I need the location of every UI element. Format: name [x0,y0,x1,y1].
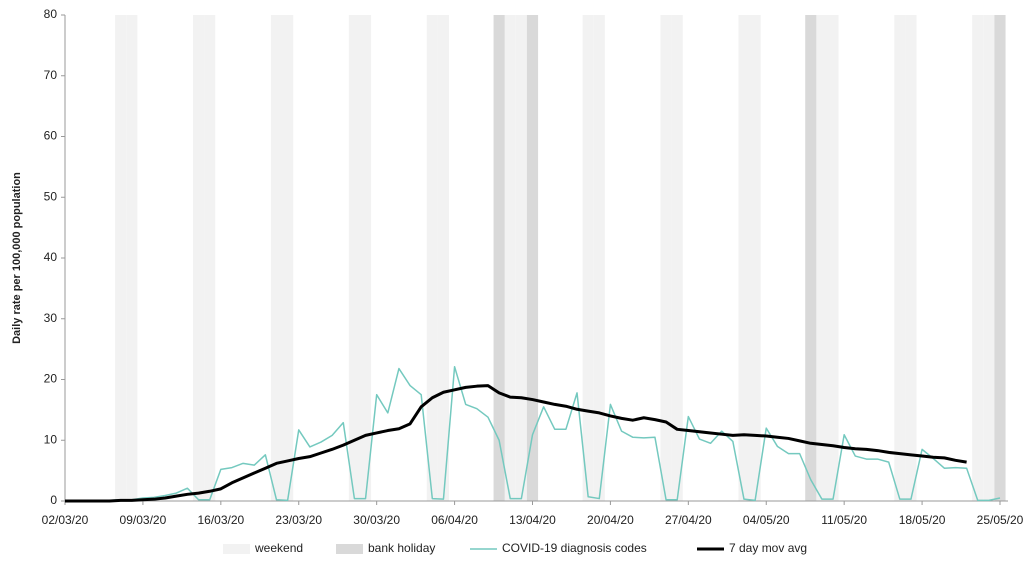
band [126,15,138,501]
x-tick-label: 06/04/20 [431,513,478,527]
band [426,15,438,501]
band [526,15,539,501]
y-tick-label: 30 [44,311,58,325]
band [270,15,283,501]
band [738,15,750,501]
band [582,15,594,501]
band [593,15,605,501]
y-axis-label: Daily rate per 100,000 population [11,172,23,344]
band [493,15,505,501]
y-tick-label: 80 [44,7,58,21]
x-tick-label: 02/03/20 [42,513,89,527]
band [115,15,127,501]
x-tick-label: 09/03/20 [120,513,167,527]
band [749,15,761,501]
data-line [65,365,1001,502]
y-tick-label: 0 [50,493,57,507]
band [994,15,1006,501]
x-tick-label: 25/05/20 [977,513,1024,527]
legend-label: 7 day mov avg [729,541,807,555]
x-tick-label: 20/04/20 [587,513,634,527]
x-tick-label: 13/04/20 [509,513,556,527]
legend-label: weekend [254,541,303,555]
band [515,15,527,501]
band [827,15,839,501]
y-tick-label: 10 [44,432,58,446]
x-tick-label: 27/04/20 [665,513,712,527]
y-tick-label: 70 [44,68,58,82]
x-tick-label: 30/03/20 [353,513,400,527]
band [894,15,906,501]
legend-swatch [336,544,363,554]
band [983,15,995,501]
band [504,15,516,501]
legend-swatch [223,544,250,554]
band [905,15,917,501]
x-tick-label: 04/05/20 [743,513,790,527]
band [359,15,372,501]
band [805,15,817,501]
band [671,15,683,501]
x-tick-label: 23/03/20 [275,513,322,527]
band [348,15,360,501]
band [204,15,216,501]
x-tick-label: 16/03/20 [197,513,244,527]
x-tick-label: 18/05/20 [899,513,946,527]
band [193,15,205,501]
data-line [65,384,967,503]
y-tick-label: 60 [44,129,58,143]
band [282,15,294,501]
legend-label: bank holiday [368,541,435,555]
legend-label: COVID-19 diagnosis codes [502,541,647,555]
band [660,15,672,501]
band [816,15,828,501]
y-tick-label: 40 [44,250,58,264]
y-tick-label: 50 [44,189,58,203]
x-tick-label: 11/05/20 [821,513,867,527]
band [972,15,984,501]
y-tick-label: 20 [44,372,58,386]
band [437,15,450,501]
